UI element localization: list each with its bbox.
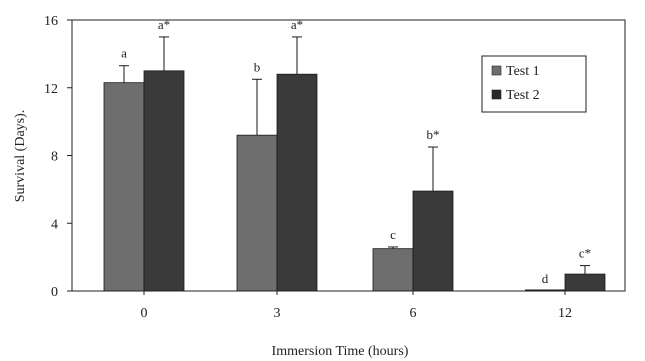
legend-box (481, 55, 587, 113)
x-tick-label: 12 (558, 306, 572, 321)
legend: Test 1 Test 2 (481, 55, 587, 113)
significance-label: c (390, 227, 396, 242)
legend-swatch-test-1 (491, 65, 502, 76)
y-axis-title: Survival (Days). (13, 110, 28, 203)
significance-label: b* (427, 127, 440, 142)
significance-label: a (121, 46, 127, 61)
bar-series-1 (236, 134, 278, 292)
bar-series-2 (564, 273, 606, 292)
x-axis-ticks: 0 3 6 12 (141, 291, 572, 321)
y-tick-label: 16 (44, 14, 58, 29)
y-tick-label: 8 (51, 150, 58, 165)
bar-series-2 (412, 190, 454, 292)
bar-series-1 (103, 82, 145, 292)
plot-frame (71, 19, 626, 292)
significance-label: d (542, 271, 549, 286)
x-tick-label: 3 (274, 306, 281, 321)
y-tick-label: 12 (44, 82, 58, 97)
legend-label-test-2: Test 2 (506, 88, 540, 103)
bar-series-2 (143, 70, 185, 292)
significance-label: c* (579, 246, 591, 261)
y-tick-label: 4 (51, 217, 58, 232)
bar-series-1 (372, 248, 414, 292)
x-tick-label: 6 (410, 306, 417, 321)
legend-swatch-test-2 (491, 89, 502, 100)
significance-label: b (254, 59, 261, 74)
significance-label: a* (291, 17, 303, 32)
bar-series-2 (276, 73, 318, 292)
y-axis-ticks: 0 4 8 12 16 (44, 14, 72, 300)
significance-labels: a b c d a* a* b* c* (121, 17, 591, 286)
y-tick-label: 0 (51, 285, 58, 300)
legend-label-test-1: Test 1 (506, 64, 540, 79)
significance-label: a* (158, 17, 170, 32)
x-tick-label: 0 (141, 306, 148, 321)
x-axis-title: Immersion Time (hours) (272, 344, 409, 359)
error-bars (119, 36, 590, 275)
